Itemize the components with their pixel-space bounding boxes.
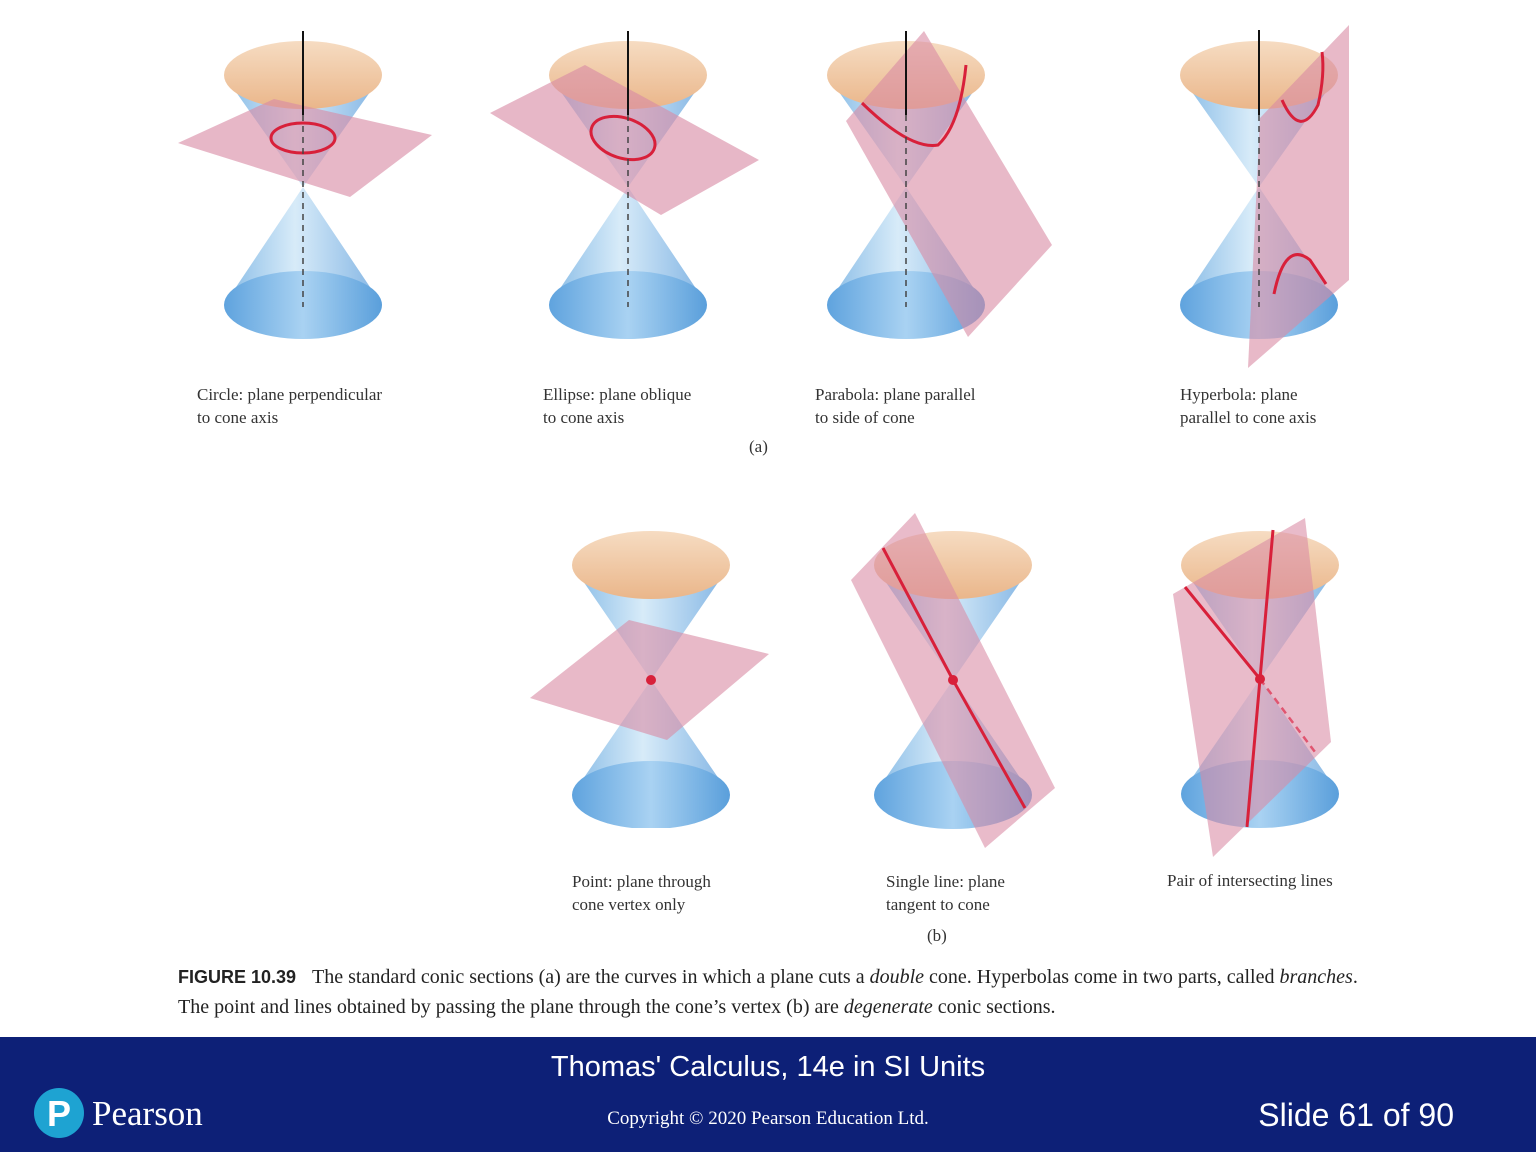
vertex-point — [1255, 674, 1265, 684]
cutting-plane — [490, 65, 759, 215]
caption-ellipse: Ellipse: plane oblique to cone axis — [543, 385, 692, 427]
hyperbola-lower-branch — [1272, 253, 1328, 295]
intersecting-line-1 — [1183, 586, 1262, 680]
pearson-logo-icon: P — [34, 1088, 84, 1138]
tangent-line — [951, 679, 1027, 809]
copyright-notice: Copyright © 2020 Pearson Education Ltd. — [607, 1108, 929, 1129]
part-b-label: (b) — [927, 926, 947, 945]
part-a-label: (a) — [749, 437, 768, 456]
cutting-plane — [846, 31, 1052, 337]
caption-single-line: Single line: plane tangent to cone — [886, 872, 1005, 914]
ellipse-diagram — [490, 31, 759, 339]
pearson-wordmark: Pearson — [92, 1094, 203, 1133]
vertex-point — [646, 675, 656, 685]
pair-lines-diagram — [1173, 518, 1339, 857]
figure-caption: FIGURE 10.39 The standard conic sections … — [178, 966, 1358, 1018]
circle-diagram — [178, 31, 432, 339]
caption-point: Point: plane through cone vertex only — [572, 872, 711, 914]
vertex-point — [948, 675, 958, 685]
single-line-diagram — [851, 513, 1055, 848]
caption-circle: Circle: plane perpendicular to cone axis — [197, 385, 383, 427]
parabola-curve — [860, 64, 968, 147]
caption-parabola: Parabola: plane parallel to side of cone — [815, 385, 976, 427]
caption-hyperbola: Hyperbola: plane parallel to cone axis — [1180, 385, 1317, 427]
intersecting-line-2 — [1258, 529, 1275, 680]
hyperbola-upper-branch — [1280, 51, 1325, 123]
caption-pair-lines: Pair of intersecting lines — [1167, 871, 1333, 890]
ellipse-curve — [589, 114, 657, 162]
figure-number: FIGURE 10.39 — [178, 967, 297, 987]
parabola-diagram — [827, 31, 1052, 339]
cutting-plane — [178, 99, 432, 197]
slide-number: Slide 61 of 90 — [1258, 1097, 1454, 1133]
slide-footer: P Pearson Thomas' Calculus, 14e in SI Un… — [0, 1037, 1536, 1152]
book-title: Thomas' Calculus, 14e in SI Units — [550, 1051, 986, 1083]
point-diagram — [530, 531, 769, 828]
cutting-plane — [1173, 518, 1331, 857]
hyperbola-diagram — [1180, 25, 1349, 368]
